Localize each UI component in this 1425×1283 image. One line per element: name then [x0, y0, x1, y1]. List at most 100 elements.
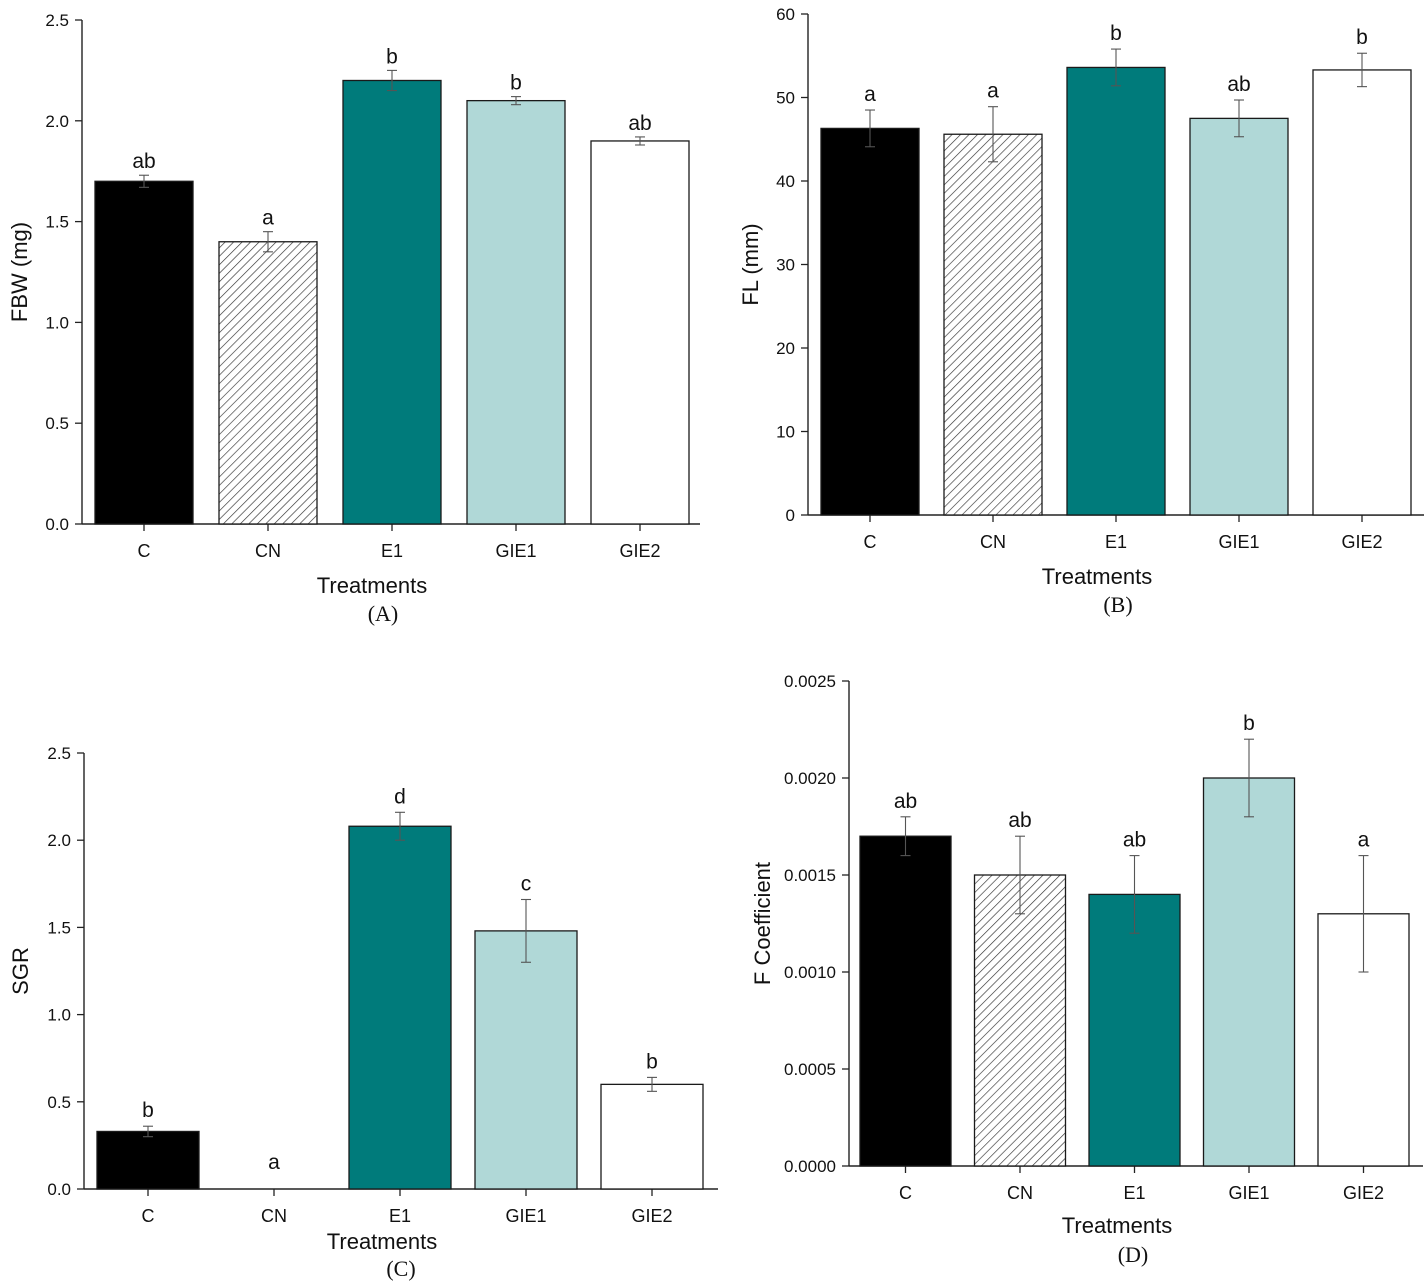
x-tick-label: C [899, 1183, 912, 1203]
x-tick-label: CN [261, 1206, 287, 1226]
significance-letter: ab [1008, 809, 1031, 832]
x-tick-label: E1 [381, 541, 403, 561]
y-tick-label: 0.5 [45, 414, 69, 433]
y-axis-title: SGR [8, 947, 33, 995]
significance-letter: ab [132, 150, 155, 173]
bar-gie1 [1202, 777, 1296, 1167]
y-tick-label: 40 [776, 172, 795, 191]
x-tick-label: GIE2 [631, 1206, 672, 1226]
x-tick-label: GIE2 [619, 541, 660, 561]
y-tick-label: 2.0 [45, 112, 69, 131]
bar-gie1 [466, 99, 566, 525]
y-tick-label: 30 [776, 256, 795, 275]
y-tick-label: 2.5 [47, 744, 71, 763]
y-tick-label: 1.0 [45, 313, 69, 332]
y-tick-label: 2.5 [45, 11, 69, 30]
x-tick-label: C [142, 1206, 155, 1226]
significance-letter: ab [894, 790, 917, 813]
y-tick-label: 2.0 [47, 831, 71, 850]
x-tick-label: E1 [1123, 1183, 1145, 1203]
x-tick-label: C [864, 532, 877, 552]
y-tick-label: 20 [776, 339, 795, 358]
significance-letter: b [142, 1099, 154, 1122]
y-tick-label: 1.0 [47, 1006, 71, 1025]
bar-gie1 [1189, 117, 1289, 516]
bar-e1 [1066, 66, 1166, 516]
bar-cn [218, 241, 318, 525]
significance-letter: ab [628, 112, 651, 135]
y-tick-label: 60 [776, 5, 795, 24]
chart-c: 0.0 0.5 1.0 1.5 2.0 2.5 Cb CN a E1 d GIE1 c GIE2 b Trea… [8, 744, 718, 1281]
x-tick-label: GIE1 [1218, 532, 1259, 552]
y-tick-label: 0.5 [47, 1093, 71, 1112]
bar-gie1 [474, 930, 578, 1190]
significance-letter: a [262, 207, 274, 230]
significance-letter: b [1110, 22, 1122, 45]
y-tick-label: 0.0010 [784, 963, 836, 982]
y-axis-title: F Coefficient [750, 862, 775, 985]
bar-gie2 [1312, 69, 1412, 516]
x-tick-label: GIE2 [1343, 1183, 1384, 1203]
x-tick-label: CN [255, 541, 281, 561]
y-tick-label: 0.0005 [784, 1060, 836, 1079]
chart-d: 0.00000.00050.00100.00150.00200.0025CabC… [750, 672, 1423, 1267]
y-tick-label: 0.0025 [784, 672, 836, 691]
bar-cn [943, 133, 1043, 516]
x-tick-label: CN [1007, 1183, 1033, 1203]
significance-letter: ab [1123, 829, 1146, 852]
y-tick-label: 0.0020 [784, 769, 836, 788]
x-axis-title: Treatments [317, 573, 427, 598]
bar-e1 [348, 825, 452, 1190]
significance-letter: b [1243, 712, 1255, 735]
y-axis-title: FBW (mg) [7, 222, 32, 322]
x-tick-label: E1 [389, 1206, 411, 1226]
significance-letter: ab [1227, 73, 1250, 96]
y-tick-label: 0.0 [45, 515, 69, 534]
y-tick-label: 0.0000 [784, 1157, 836, 1176]
y-axis-title: FL (mm) [738, 223, 763, 305]
significance-letter: a [864, 83, 876, 106]
y-tick-label: 0.0015 [784, 866, 836, 885]
x-tick-label: GIE1 [505, 1206, 546, 1226]
bar-e1 [1088, 893, 1181, 1167]
y-tick-label: 10 [776, 423, 795, 442]
significance-letter: c [521, 872, 532, 895]
x-axis-title: Treatments [1042, 564, 1152, 589]
significance-letter: d [394, 785, 406, 808]
significance-letter: a [1358, 829, 1370, 852]
bar-c [94, 180, 194, 525]
x-tick-label: GIE2 [1341, 532, 1382, 552]
bar-c [96, 1130, 200, 1190]
panel-label: (B) [1103, 592, 1132, 617]
bar-gie2 [600, 1083, 704, 1190]
bar-cn [973, 874, 1067, 1167]
panel-label: (A) [368, 601, 399, 626]
x-tick-label: C [138, 541, 151, 561]
y-tick-label: 0.0 [47, 1180, 71, 1199]
chart-a: 0.0 0.5 1.0 1.5 2.0 2.5 Cab CN a E1 b GIE1 b GIE2 ab Tr… [7, 11, 700, 626]
panel-label: (C) [386, 1256, 415, 1281]
significance-letter: b [510, 72, 522, 95]
y-tick-label: 0 [786, 506, 795, 525]
x-tick-label: GIE1 [495, 541, 536, 561]
x-tick-label: GIE1 [1228, 1183, 1269, 1203]
bar-c [820, 127, 920, 516]
y-tick-label: 1.5 [45, 213, 69, 232]
x-tick-label: CN [980, 532, 1006, 552]
y-tick-label: 1.5 [47, 918, 71, 937]
x-tick-label: E1 [1105, 532, 1127, 552]
significance-letter: b [646, 1050, 658, 1073]
x-axis-title: Treatments [1062, 1213, 1172, 1238]
bar-c [859, 835, 952, 1167]
significance-letter: b [1356, 26, 1368, 49]
bar-gie2 [590, 140, 690, 525]
significance-letter: a [268, 1151, 280, 1174]
bar-e1 [342, 79, 442, 525]
x-axis-title: Treatments [327, 1229, 437, 1254]
significance-letter: a [987, 80, 999, 103]
chart-b: 0 10 20 30 40 50 60 Ca CN a E1 b GIE1 ab GIE2 b Treatmen… [738, 5, 1424, 617]
significance-letter: b [386, 45, 398, 68]
panel-label: (D) [1118, 1242, 1149, 1267]
y-tick-label: 50 [776, 89, 795, 108]
